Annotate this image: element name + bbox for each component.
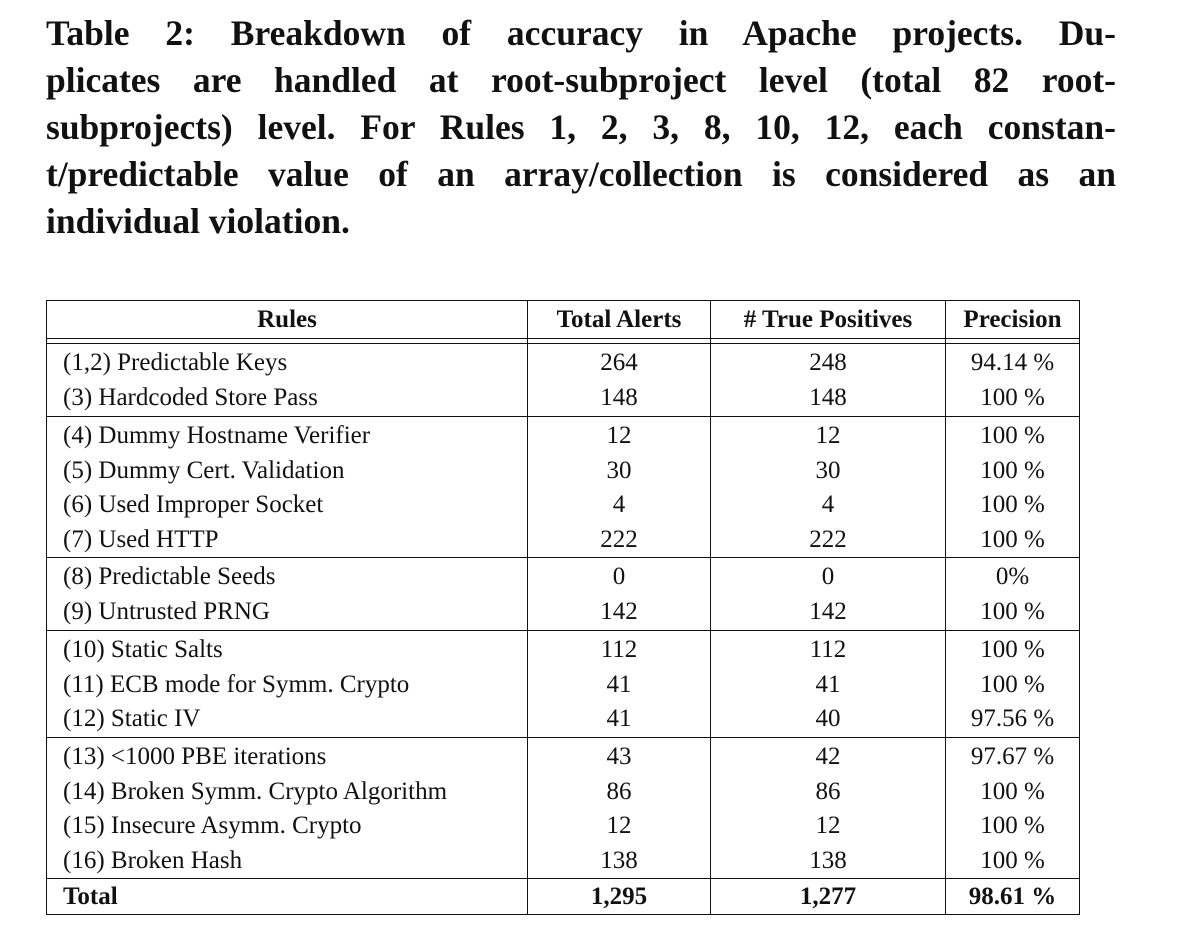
precision-cell: 100 %: [945, 381, 1080, 417]
precision-cell: 94.14 %: [945, 343, 1080, 381]
total-alerts-cell: 138: [527, 843, 711, 879]
true-positives-cell: 41: [710, 667, 946, 702]
header-double-rule: [46, 338, 1080, 344]
true-positives-cell: 248: [710, 343, 946, 381]
table-row: (4) Dummy Hostname Verifier 12 12 100 %: [46, 416, 1080, 454]
true-positives-cell: 142: [710, 595, 946, 631]
rule-cell: (15) Insecure Asymm. Crypto: [46, 809, 528, 844]
precision-cell: 100 %: [945, 522, 1080, 558]
table-row: (7) Used HTTP 222 222 100 %: [46, 522, 1080, 558]
rule-cell: (5) Dummy Cert. Validation: [46, 453, 528, 488]
rule-cell: (3) Hardcoded Store Pass: [46, 381, 528, 417]
precision-cell: 100 %: [945, 595, 1080, 631]
table-row: (9) Untrusted PRNG 142 142 100 %: [46, 595, 1080, 631]
total-alerts-cell: 4: [527, 488, 711, 523]
total-alerts-cell: 148: [527, 381, 711, 417]
rule-cell: (4) Dummy Hostname Verifier: [46, 416, 528, 454]
accuracy-table: Rules Total Alerts # True Positives Prec…: [46, 300, 1080, 915]
table-row: (12) Static IV 41 40 97.56 %: [46, 702, 1080, 738]
rule-cell: (1,2) Predictable Keys: [46, 343, 528, 381]
table-row: (1,2) Predictable Keys 264 248 94.14 %: [46, 343, 1080, 381]
table-row: (8) Predictable Seeds 0 0 0%: [46, 557, 1080, 595]
total-alerts-cell: 264: [527, 343, 711, 381]
table-row: (16) Broken Hash 138 138 100 %: [46, 843, 1080, 879]
true-positives-cell: 12: [710, 416, 946, 454]
total-alerts-cell: 112: [527, 630, 711, 668]
table-row: (11) ECB mode for Symm. Crypto 41 41 100 %: [46, 667, 1080, 702]
rule-cell: (14) Broken Symm. Crypto Algorithm: [46, 774, 528, 809]
total-rule-cell: Total: [46, 878, 528, 915]
total-total-alerts-cell: 1,295: [527, 878, 711, 915]
precision-cell: 100 %: [945, 630, 1080, 668]
true-positives-cell: 30: [710, 453, 946, 488]
total-alerts-cell: 43: [527, 737, 711, 775]
table-body: (1,2) Predictable Keys 264 248 94.14 % (3) H…: [46, 338, 1080, 915]
precision-cell: 100 %: [945, 667, 1080, 702]
total-row: Total 1,295 1,277 98.61 %: [46, 878, 1080, 915]
true-positives-cell: 148: [710, 381, 946, 417]
rule-cell: (10) Static Salts: [46, 630, 528, 668]
caption-line: subprojects) level. For Rules 1, 2, 3, 8…: [46, 107, 1116, 147]
rule-cell: (9) Untrusted PRNG: [46, 595, 528, 631]
table-row: (5) Dummy Cert. Validation 30 30 100 %: [46, 453, 1080, 488]
rule-cell: (8) Predictable Seeds: [46, 557, 528, 595]
caption-line: plicates are handled at root-subproject …: [46, 60, 1116, 100]
rule-cell: (12) Static IV: [46, 702, 528, 738]
header-rules: Rules: [46, 300, 528, 339]
table-row: (3) Hardcoded Store Pass 148 148 100 %: [46, 381, 1080, 417]
total-alerts-cell: 41: [527, 702, 711, 738]
true-positives-cell: 112: [710, 630, 946, 668]
table-row: (13) <1000 PBE iterations 43 42 97.67 %: [46, 737, 1080, 775]
total-alerts-cell: 222: [527, 522, 711, 558]
total-precision-cell: 98.61 %: [945, 878, 1080, 915]
table-row: (6) Used Improper Socket 4 4 100 %: [46, 488, 1080, 523]
true-positives-cell: 40: [710, 702, 946, 738]
true-positives-cell: 222: [710, 522, 946, 558]
precision-cell: 0%: [945, 557, 1080, 595]
total-alerts-cell: 30: [527, 453, 711, 488]
caption-line: t/predictable value of an array/collecti…: [46, 154, 1116, 194]
rule-cell: (7) Used HTTP: [46, 522, 528, 558]
precision-cell: 100 %: [945, 843, 1080, 879]
table-row: (10) Static Salts 112 112 100 %: [46, 630, 1080, 668]
precision-cell: 97.56 %: [945, 702, 1080, 738]
rule-cell: (11) ECB mode for Symm. Crypto: [46, 667, 528, 702]
caption-line: individual violation.: [46, 201, 350, 241]
true-positives-cell: 42: [710, 737, 946, 775]
total-alerts-cell: 86: [527, 774, 711, 809]
rule-cell: (16) Broken Hash: [46, 843, 528, 879]
rule-cell: (13) <1000 PBE iterations: [46, 737, 528, 775]
table-row: (14) Broken Symm. Crypto Algorithm 86 86 10…: [46, 774, 1080, 809]
precision-cell: 97.67 %: [945, 737, 1080, 775]
rule-cell: (6) Used Improper Socket: [46, 488, 528, 523]
table-row: (15) Insecure Asymm. Crypto 12 12 100 %: [46, 809, 1080, 844]
true-positives-cell: 4: [710, 488, 946, 523]
precision-cell: 100 %: [945, 416, 1080, 454]
header-total-alerts: Total Alerts: [527, 300, 711, 339]
total-alerts-cell: 41: [527, 667, 711, 702]
precision-cell: 100 %: [945, 809, 1080, 844]
header-true-positives: # True Positives: [710, 300, 946, 339]
precision-cell: 100 %: [945, 453, 1080, 488]
total-true-positives-cell: 1,277: [710, 878, 946, 915]
total-alerts-cell: 0: [527, 557, 711, 595]
true-positives-cell: 138: [710, 843, 946, 879]
precision-cell: 100 %: [945, 488, 1080, 523]
total-alerts-cell: 12: [527, 416, 711, 454]
table-caption: Table 2: Breakdown of accuracy in Apache…: [46, 10, 1116, 245]
header-precision: Precision: [945, 300, 1080, 339]
true-positives-cell: 12: [710, 809, 946, 844]
total-alerts-cell: 12: [527, 809, 711, 844]
true-positives-cell: 86: [710, 774, 946, 809]
caption-line: Table 2: Breakdown of accuracy in Apache…: [46, 13, 1116, 53]
total-alerts-cell: 142: [527, 595, 711, 631]
true-positives-cell: 0: [710, 557, 946, 595]
precision-cell: 100 %: [945, 774, 1080, 809]
table-header-row: Rules Total Alerts # True Positives Prec…: [46, 300, 1080, 339]
